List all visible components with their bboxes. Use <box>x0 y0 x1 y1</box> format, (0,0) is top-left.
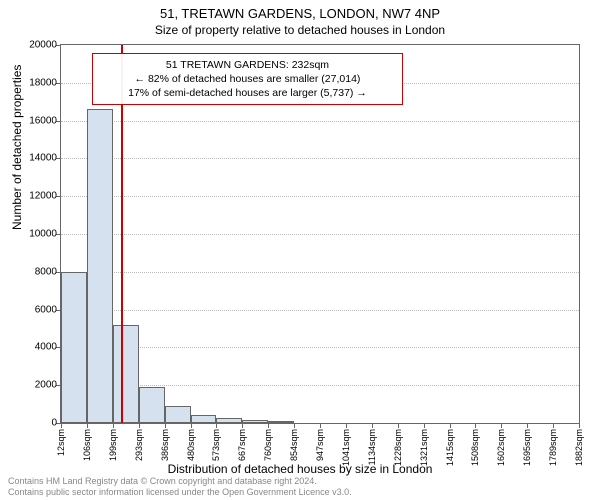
xtick-label: 1228sqm <box>393 429 403 466</box>
ytick-label: 12000 <box>29 191 57 202</box>
xtick-mark <box>268 423 269 428</box>
xtick-label: 854sqm <box>289 429 299 461</box>
title-block: 51, TRETAWN GARDENS, LONDON, NW7 4NP Siz… <box>0 0 600 38</box>
xtick-label: 760sqm <box>263 429 273 461</box>
histogram-bar <box>216 418 242 423</box>
xtick-label: 1415sqm <box>445 429 455 466</box>
xtick-label: 1882sqm <box>574 429 584 466</box>
xtick-label: 480sqm <box>186 429 196 461</box>
footer-attribution: Contains HM Land Registry data © Crown c… <box>8 476 352 498</box>
histogram-bar <box>113 325 139 423</box>
info-box-line: 17% of semi-detached houses are larger (… <box>101 86 394 100</box>
xtick-mark <box>450 423 451 428</box>
ytick-label: 20000 <box>29 40 57 51</box>
y-axis-label: Number of detached properties <box>10 65 24 230</box>
info-box-line: ← 82% of detached houses are smaller (27… <box>101 72 394 86</box>
footer-line-1: Contains HM Land Registry data © Crown c… <box>8 476 352 487</box>
xtick-label: 386sqm <box>160 429 170 461</box>
xtick-mark <box>139 423 140 428</box>
x-axis-label: Distribution of detached houses by size … <box>0 462 600 476</box>
xtick-mark <box>113 423 114 428</box>
xtick-label: 1321sqm <box>419 429 429 466</box>
xtick-label: 199sqm <box>108 429 118 461</box>
xtick-mark <box>527 423 528 428</box>
xtick-label: 1602sqm <box>496 429 506 466</box>
xtick-mark <box>501 423 502 428</box>
xtick-mark <box>475 423 476 428</box>
gridline <box>61 234 579 235</box>
xtick-mark <box>320 423 321 428</box>
xtick-mark <box>216 423 217 428</box>
ytick-label: 10000 <box>29 229 57 240</box>
gridline <box>61 310 579 311</box>
histogram-bar <box>191 415 217 423</box>
ytick-label: 8000 <box>35 266 57 277</box>
xtick-mark <box>87 423 88 428</box>
histogram-bar <box>139 387 165 423</box>
chart-plot-area: 0200040006000800010000120001400016000180… <box>60 44 580 424</box>
xtick-label: 667sqm <box>237 429 247 461</box>
xtick-mark <box>165 423 166 428</box>
xtick-label: 1134sqm <box>367 429 377 465</box>
ytick-label: 2000 <box>35 380 57 391</box>
histogram-bar <box>242 420 268 423</box>
histogram-bar <box>165 406 191 423</box>
xtick-label: 1695sqm <box>522 429 532 466</box>
histogram-bar <box>87 109 113 423</box>
xtick-mark <box>372 423 373 428</box>
footer-line-2: Contains public sector information licen… <box>8 487 352 498</box>
ytick-label: 4000 <box>35 342 57 353</box>
ytick-label: 6000 <box>35 304 57 315</box>
info-box-line: 51 TRETAWN GARDENS: 232sqm <box>101 58 394 72</box>
gridline <box>61 158 579 159</box>
property-info-box: 51 TRETAWN GARDENS: 232sqm← 82% of detac… <box>92 53 403 106</box>
xtick-mark <box>346 423 347 428</box>
xtick-mark <box>191 423 192 428</box>
gridline <box>61 196 579 197</box>
gridline <box>61 272 579 273</box>
xtick-label: 1508sqm <box>470 429 480 466</box>
histogram-bar <box>268 421 294 423</box>
xtick-mark <box>553 423 554 428</box>
histogram-bar <box>61 272 87 423</box>
xtick-mark <box>61 423 62 428</box>
ytick-label: 18000 <box>29 77 57 88</box>
xtick-label: 573sqm <box>211 429 221 461</box>
xtick-mark <box>242 423 243 428</box>
ytick-label: 16000 <box>29 115 57 126</box>
ytick-label: 14000 <box>29 153 57 164</box>
xtick-mark <box>579 423 580 428</box>
chart-title: 51, TRETAWN GARDENS, LONDON, NW7 4NP <box>0 6 600 23</box>
xtick-label: 12sqm <box>56 429 66 456</box>
xtick-label: 947sqm <box>315 429 325 461</box>
xtick-label: 106sqm <box>82 429 92 461</box>
ytick-label: 0 <box>51 418 57 429</box>
chart-subtitle: Size of property relative to detached ho… <box>0 23 600 39</box>
xtick-label: 293sqm <box>134 429 144 461</box>
xtick-label: 1789sqm <box>548 429 558 466</box>
xtick-mark <box>424 423 425 428</box>
xtick-mark <box>294 423 295 428</box>
xtick-mark <box>398 423 399 428</box>
gridline <box>61 121 579 122</box>
xtick-label: 1041sqm <box>341 429 351 466</box>
